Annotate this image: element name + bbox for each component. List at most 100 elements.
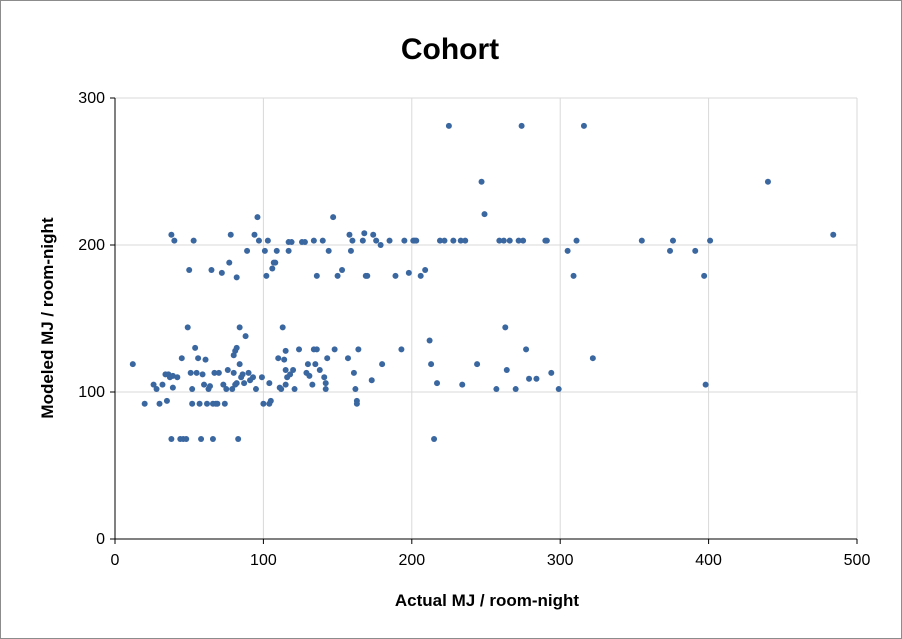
data-point <box>441 237 448 244</box>
data-point <box>392 272 399 279</box>
data-point <box>196 400 203 407</box>
data-point <box>301 239 308 246</box>
data-point <box>331 346 338 353</box>
data-point <box>168 231 175 238</box>
data-point <box>313 346 320 353</box>
data-points <box>129 122 837 443</box>
data-point <box>168 436 175 443</box>
data-point <box>496 237 503 244</box>
data-point <box>515 237 522 244</box>
data-point <box>278 386 285 393</box>
data-point <box>282 347 289 354</box>
data-point <box>518 122 525 129</box>
data-point <box>236 361 243 368</box>
data-point <box>169 384 176 391</box>
data-point <box>260 400 267 407</box>
data-point <box>208 266 215 273</box>
data-point <box>570 272 577 279</box>
data-point <box>702 381 709 388</box>
data-point <box>282 381 289 388</box>
data-point <box>189 400 196 407</box>
data-point <box>319 237 326 244</box>
data-point <box>349 237 356 244</box>
data-point <box>555 386 562 393</box>
data-point <box>589 355 596 362</box>
y-tick-labels: 0 100 200 300 <box>78 90 105 548</box>
data-point <box>669 237 676 244</box>
data-point <box>261 247 268 254</box>
data-point <box>379 361 386 368</box>
data-point <box>457 237 464 244</box>
chart-title: Cohort <box>401 33 499 66</box>
data-point <box>224 366 231 373</box>
data-point <box>361 230 368 237</box>
x-axis-label: Actual MJ / room-night <box>395 591 580 610</box>
data-point <box>312 361 319 368</box>
y-tick-label: 0 <box>96 531 105 548</box>
data-point <box>426 337 433 344</box>
data-point <box>413 237 420 244</box>
x-tick-label: 500 <box>844 552 871 569</box>
data-point <box>190 237 197 244</box>
data-point <box>244 247 251 254</box>
data-point <box>512 386 519 393</box>
data-point <box>204 400 211 407</box>
data-point <box>368 377 375 384</box>
data-point <box>346 231 353 238</box>
data-point <box>316 366 323 373</box>
data-point <box>322 386 329 393</box>
data-point <box>401 237 408 244</box>
data-point <box>273 247 280 254</box>
data-point <box>830 231 837 238</box>
x-tick-label: 0 <box>111 552 120 569</box>
data-point <box>330 214 337 221</box>
data-point <box>707 237 714 244</box>
data-point <box>171 237 178 244</box>
data-point <box>184 324 191 331</box>
data-point <box>313 272 320 279</box>
data-point <box>309 381 316 388</box>
data-point <box>764 178 771 185</box>
x-tick-labels: 0 100 200 300 400 500 <box>111 552 871 569</box>
data-point <box>209 436 216 443</box>
data-point <box>255 237 262 244</box>
gridlines <box>115 97 858 539</box>
data-point <box>189 386 196 393</box>
data-point <box>288 239 295 246</box>
data-point <box>321 374 328 381</box>
data-point <box>285 247 292 254</box>
data-point <box>178 355 185 362</box>
data-point <box>462 237 469 244</box>
data-point <box>352 386 359 393</box>
data-point <box>183 436 190 443</box>
data-point <box>359 237 366 244</box>
data-point <box>520 237 527 244</box>
data-point <box>282 366 289 373</box>
data-point <box>291 386 298 393</box>
data-point <box>310 237 317 244</box>
data-point <box>431 436 438 443</box>
data-point <box>254 214 261 221</box>
data-point <box>195 355 202 362</box>
data-point <box>322 380 329 387</box>
data-point <box>269 265 276 272</box>
data-point <box>364 272 371 279</box>
data-point <box>417 272 424 279</box>
data-point <box>211 369 218 376</box>
data-point <box>236 324 243 331</box>
data-point <box>353 400 360 407</box>
data-point <box>233 380 240 387</box>
data-point <box>386 237 393 244</box>
data-point <box>377 242 384 248</box>
data-point <box>279 324 286 331</box>
data-point <box>344 355 351 362</box>
data-point <box>370 231 377 238</box>
data-point <box>242 333 249 340</box>
data-point <box>481 211 488 218</box>
data-point <box>230 369 237 376</box>
data-point <box>206 383 213 390</box>
y-axis-label: Modeled MJ / room-night <box>38 217 57 418</box>
data-point <box>227 231 234 238</box>
data-point <box>533 375 540 382</box>
